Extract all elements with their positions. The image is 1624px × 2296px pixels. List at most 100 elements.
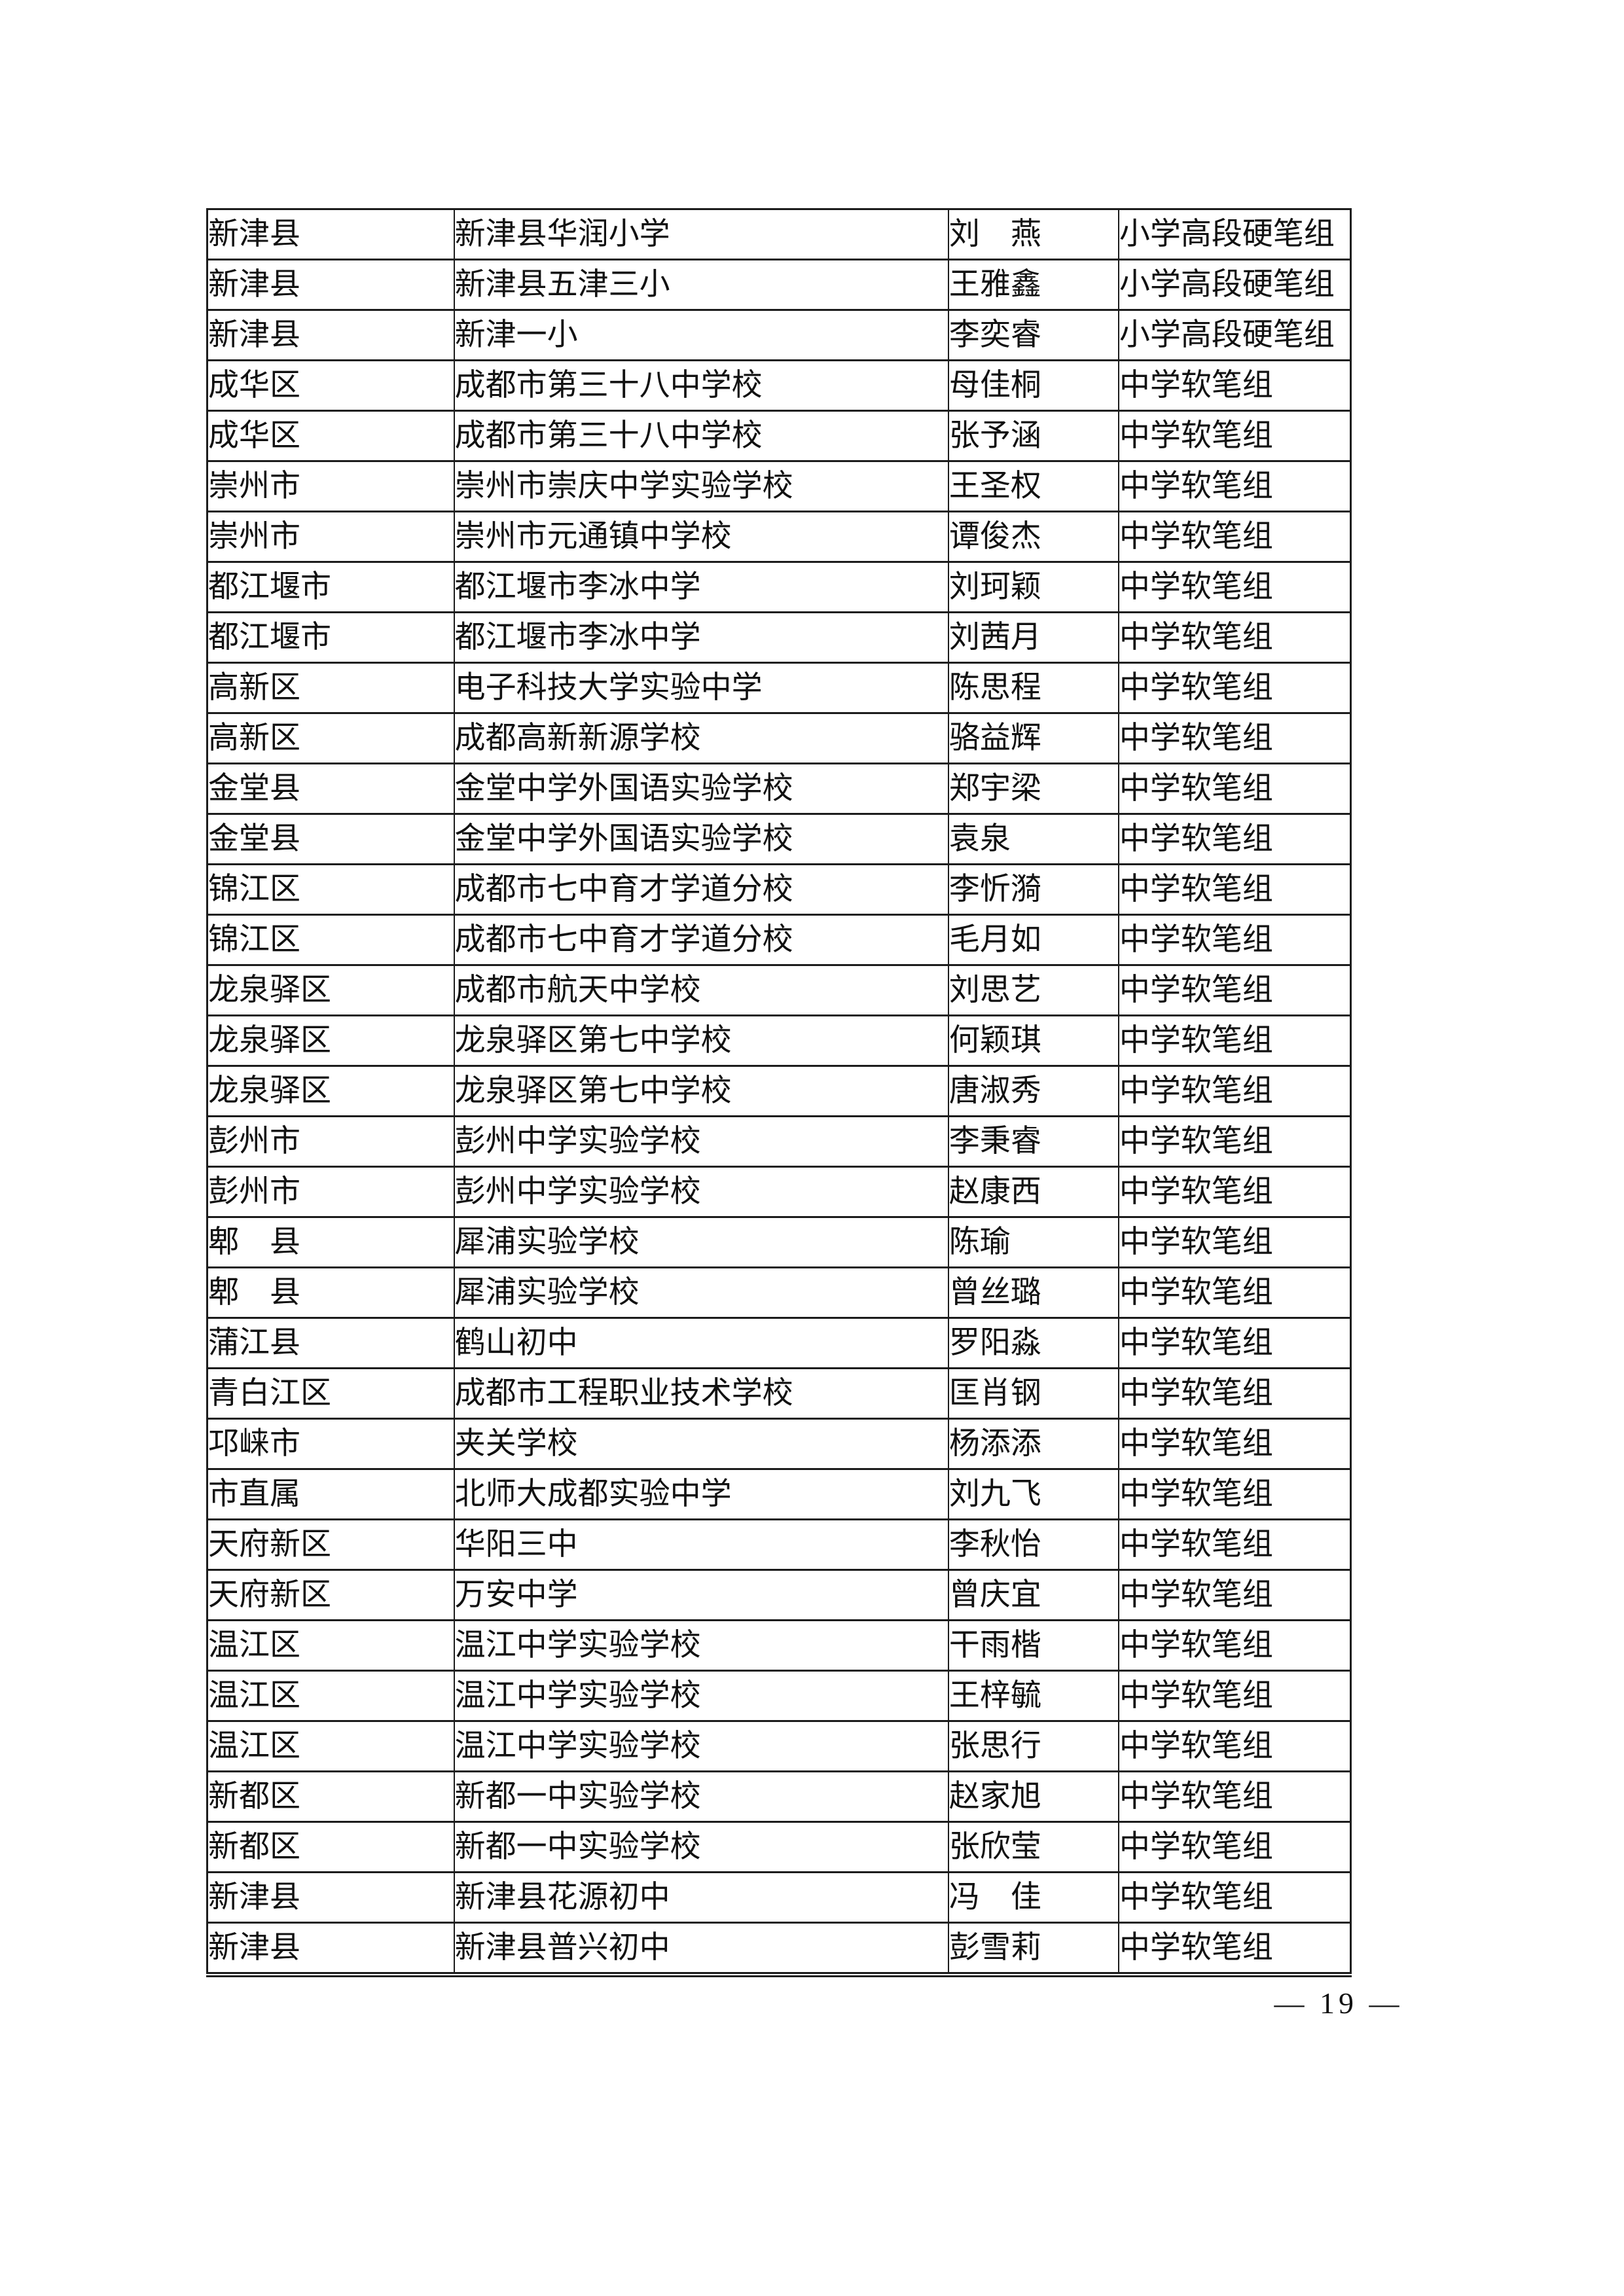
school-cell: 犀浦实验学校 — [453, 1266, 949, 1319]
table-row: 新都区 新都一中实验学校 赵家旭 中学软笔组 — [206, 1770, 1352, 1823]
competition-group-cell: 中学软笔组 — [1117, 914, 1352, 966]
school-cell: 夹关学校 — [453, 1418, 949, 1470]
competition-group-cell: 中学软笔组 — [1117, 1770, 1352, 1823]
school-cell: 都江堰市李冰中学 — [453, 611, 949, 664]
student-name-cell: 唐淑秀 — [947, 1065, 1119, 1117]
student-name-cell: 李秋怡 — [947, 1518, 1119, 1571]
competition-group-cell: 中学软笔组 — [1117, 1821, 1352, 1873]
school-cell: 温江中学实验学校 — [453, 1619, 949, 1672]
competition-group-cell: 中学软笔组 — [1117, 1871, 1352, 1924]
competition-group-cell: 中学软笔组 — [1117, 1367, 1352, 1420]
school-cell: 犀浦实验学校 — [453, 1216, 949, 1268]
table-row: 天府新区 华阳三中 李秋怡 中学软笔组 — [206, 1518, 1352, 1571]
table-row: 新津县 新津县普兴初中 彭雪莉 中学软笔组 — [206, 1922, 1352, 1976]
student-name-cell: 谭俊杰 — [947, 511, 1119, 563]
district-cell: 龙泉驿区 — [206, 964, 455, 1016]
student-name-cell: 刘茜月 — [947, 611, 1119, 664]
competition-group-cell: 中学软笔组 — [1117, 762, 1352, 815]
school-cell: 新津一小 — [453, 309, 949, 361]
school-cell: 新都一中实验学校 — [453, 1821, 949, 1873]
student-name-cell: 杨添添 — [947, 1418, 1119, 1470]
district-cell: 彭州市 — [206, 1166, 455, 1218]
table-row: 都江堰市 都江堰市李冰中学 刘珂颖 中学软笔组 — [206, 561, 1352, 613]
table-row: 郫 县 犀浦实验学校 曾丝璐 中学软笔组 — [206, 1266, 1352, 1319]
district-cell: 成华区 — [206, 359, 455, 412]
award-winners-table: 新津县 新津县华润小学 刘 燕 小学高段硬笔组 新津县 新津县五津三小 王雅鑫 … — [206, 208, 1352, 1977]
school-cell: 温江中学实验学校 — [453, 1670, 949, 1722]
student-name-cell: 曾庆宜 — [947, 1569, 1119, 1621]
competition-group-cell: 中学软笔组 — [1117, 1619, 1352, 1672]
student-name-cell: 刘 燕 — [947, 208, 1119, 260]
table-row: 温江区 温江中学实验学校 王梓毓 中学软笔组 — [206, 1670, 1352, 1722]
school-cell: 北师大成都实验中学 — [453, 1468, 949, 1520]
district-cell: 新都区 — [206, 1770, 455, 1823]
school-cell: 金堂中学外国语实验学校 — [453, 762, 949, 815]
district-cell: 金堂县 — [206, 762, 455, 815]
district-cell: 都江堰市 — [206, 561, 455, 613]
school-cell: 成都高新新源学校 — [453, 712, 949, 764]
student-name-cell: 何颖琪 — [947, 1014, 1119, 1067]
competition-group-cell: 中学软笔组 — [1117, 863, 1352, 916]
district-cell: 都江堰市 — [206, 611, 455, 664]
table-row: 邛崃市 夹关学校 杨添添 中学软笔组 — [206, 1418, 1352, 1470]
student-name-cell: 陈思程 — [947, 662, 1119, 714]
school-cell: 新津县华润小学 — [453, 208, 949, 260]
student-name-cell: 刘珂颖 — [947, 561, 1119, 613]
table-row: 温江区 温江中学实验学校 张思行 中学软笔组 — [206, 1720, 1352, 1772]
competition-group-cell: 中学软笔组 — [1117, 1115, 1352, 1168]
district-cell: 蒲江县 — [206, 1317, 455, 1369]
table-row: 温江区 温江中学实验学校 干雨楷 中学软笔组 — [206, 1619, 1352, 1672]
student-name-cell: 郑宇梁 — [947, 762, 1119, 815]
student-name-cell: 匡肖钢 — [947, 1367, 1119, 1420]
district-cell: 郫 县 — [206, 1266, 455, 1319]
district-cell: 温江区 — [206, 1720, 455, 1772]
school-cell: 新都一中实验学校 — [453, 1770, 949, 1823]
student-name-cell: 袁泉 — [947, 813, 1119, 865]
student-name-cell: 赵康西 — [947, 1166, 1119, 1218]
student-name-cell: 刘思艺 — [947, 964, 1119, 1016]
competition-group-cell: 中学软笔组 — [1117, 1216, 1352, 1268]
district-cell: 市直属 — [206, 1468, 455, 1520]
school-cell: 新津县普兴初中 — [453, 1922, 949, 1976]
competition-group-cell: 中学软笔组 — [1117, 511, 1352, 563]
competition-group-cell: 中学软笔组 — [1117, 1166, 1352, 1218]
competition-group-cell: 中学软笔组 — [1117, 1670, 1352, 1722]
table-row: 高新区 成都高新新源学校 骆益辉 中学软笔组 — [206, 712, 1352, 764]
district-cell: 崇州市 — [206, 511, 455, 563]
table-row: 新津县 新津县华润小学 刘 燕 小学高段硬笔组 — [206, 208, 1352, 260]
competition-group-cell: 中学软笔组 — [1117, 1468, 1352, 1520]
competition-group-cell: 中学软笔组 — [1117, 712, 1352, 764]
school-cell: 崇州市元通镇中学校 — [453, 511, 949, 563]
table-row: 锦江区 成都市七中育才学道分校 李忻漪 中学软笔组 — [206, 863, 1352, 916]
student-name-cell: 毛月如 — [947, 914, 1119, 966]
table-row: 高新区 电子科技大学实验中学 陈思程 中学软笔组 — [206, 662, 1352, 714]
competition-group-cell: 小学高段硬笔组 — [1117, 259, 1352, 311]
competition-group-cell: 中学软笔组 — [1117, 1317, 1352, 1369]
student-name-cell: 冯 佳 — [947, 1871, 1119, 1924]
student-name-cell: 陈瑜 — [947, 1216, 1119, 1268]
award-table-body: 新津县 新津县华润小学 刘 燕 小学高段硬笔组 新津县 新津县五津三小 王雅鑫 … — [206, 208, 1352, 1976]
student-name-cell: 王圣权 — [947, 460, 1119, 512]
table-row: 青白江区 成都市工程职业技术学校 匡肖钢 中学软笔组 — [206, 1367, 1352, 1420]
student-name-cell: 李秉睿 — [947, 1115, 1119, 1168]
competition-group-cell: 中学软笔组 — [1117, 460, 1352, 512]
student-name-cell: 张欣莹 — [947, 1821, 1119, 1873]
competition-group-cell: 中学软笔组 — [1117, 1518, 1352, 1571]
competition-group-cell: 中学软笔组 — [1117, 611, 1352, 664]
school-cell: 新津县花源初中 — [453, 1871, 949, 1924]
student-name-cell: 彭雪莉 — [947, 1922, 1119, 1976]
district-cell: 新津县 — [206, 259, 455, 311]
competition-group-cell: 小学高段硬笔组 — [1117, 309, 1352, 361]
district-cell: 青白江区 — [206, 1367, 455, 1420]
district-cell: 新津县 — [206, 208, 455, 260]
student-name-cell: 李奕睿 — [947, 309, 1119, 361]
table-row: 锦江区 成都市七中育才学道分校 毛月如 中学软笔组 — [206, 914, 1352, 966]
student-name-cell: 赵家旭 — [947, 1770, 1119, 1823]
school-cell: 金堂中学外国语实验学校 — [453, 813, 949, 865]
school-cell: 新津县五津三小 — [453, 259, 949, 311]
table-row: 成华区 成都市第三十八中学校 母佳桐 中学软笔组 — [206, 359, 1352, 412]
table-row: 新都区 新都一中实验学校 张欣莹 中学软笔组 — [206, 1821, 1352, 1873]
competition-group-cell: 中学软笔组 — [1117, 662, 1352, 714]
student-name-cell: 王梓毓 — [947, 1670, 1119, 1722]
table-row: 郫 县 犀浦实验学校 陈瑜 中学软笔组 — [206, 1216, 1352, 1268]
